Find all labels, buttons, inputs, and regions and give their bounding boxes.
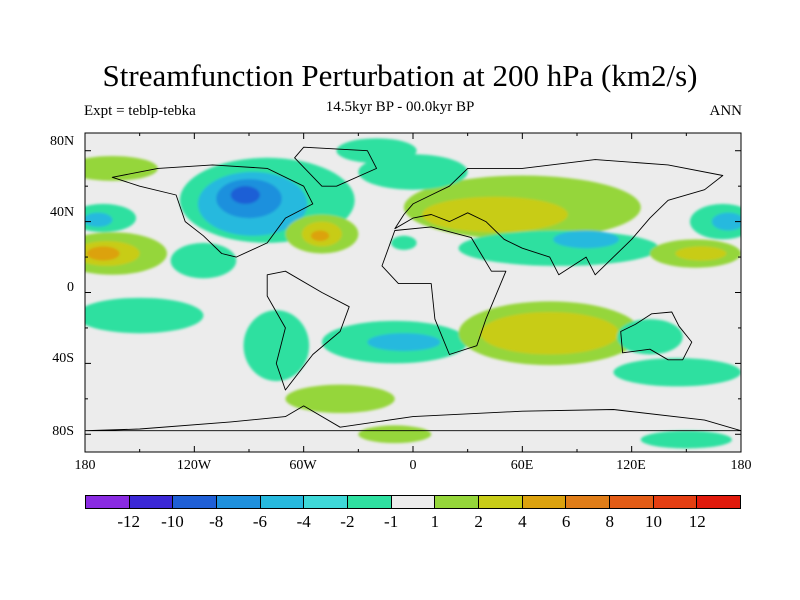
lon-label-180e: 180: [730, 458, 752, 473]
eurasia-positive-yellow: [422, 196, 568, 233]
coastline-6: [294, 146, 378, 187]
coastlines: [85, 146, 741, 432]
s-ocean-east-negative: [613, 358, 741, 387]
asia-negative-inner: [553, 230, 619, 249]
colorbar-label: 2: [474, 512, 483, 531]
colorbar-label: -1: [384, 512, 399, 531]
w-pacific-negative-inner: [711, 212, 741, 231]
lon-label-120w: 120W: [176, 458, 212, 473]
lon-label-180w: 180: [74, 458, 96, 473]
s-america-negative: [243, 310, 310, 382]
colorbar-cell-2: [173, 496, 218, 508]
australia-negative: [617, 319, 683, 355]
colorbar-label: -8: [209, 512, 224, 531]
s-atlantic-negative-inner: [367, 333, 441, 351]
axis-ticks: [84, 133, 742, 452]
season-label: ANN: [709, 103, 743, 119]
colorbar-label: 4: [518, 512, 527, 531]
colorbar-cell-8: [435, 496, 480, 508]
lon-label-60e: 60E: [510, 458, 534, 473]
lat-label-40n: 40N: [50, 205, 75, 220]
perturbation-contours: [85, 138, 741, 449]
colorbar-cell-12: [610, 496, 654, 508]
lat-label-80n: 80N: [50, 134, 75, 149]
s-pacific-negative: [85, 297, 204, 334]
colorbar-label: 6: [561, 512, 571, 531]
antarctic-east-negative: [640, 430, 732, 449]
europe-negative: [358, 154, 468, 190]
colorbar-label: -6: [252, 512, 267, 531]
colorbar-label: 1: [430, 512, 440, 531]
n-pacific-green-band: [85, 156, 158, 181]
colorbar-cell-0: [86, 496, 130, 508]
coastline-4: [620, 311, 693, 361]
pacific-high-orange: [86, 246, 120, 261]
lat-label-80s: 80S: [52, 424, 74, 439]
chart-title: Streamfunction Perturbation at 200 hPa (…: [102, 58, 698, 93]
colorbar-cell-10: [522, 496, 567, 508]
gulf-negative: [170, 242, 237, 279]
colorbar-label: -12: [117, 512, 141, 531]
lon-label-60w: 60W: [289, 458, 317, 473]
lat-label-40s: 40S: [52, 351, 74, 366]
coastline-1: [266, 270, 350, 391]
na-blue-core: [230, 186, 260, 204]
antarctic-green: [358, 425, 432, 444]
period-label: 14.5kyr BP - 00.0kyr BP: [325, 99, 475, 115]
colorbar-label: 12: [688, 512, 706, 531]
lon-label-120e: 120E: [616, 458, 646, 473]
lon-label-0: 0: [409, 458, 417, 473]
experiment-label: Expt = teblp-tebka: [84, 103, 196, 119]
colorbar-label: -4: [296, 512, 311, 531]
s-ocean-green: [285, 384, 395, 414]
africa-negative: [391, 235, 417, 250]
nw-pacific-positive-yellow: [675, 246, 727, 261]
coastline-0: [111, 164, 314, 258]
colorbar-cell-7: [391, 496, 436, 508]
atlantic-high-orange: [310, 230, 330, 242]
colorbar-cell-11: [566, 496, 611, 508]
colorbar-label: -10: [161, 512, 184, 531]
indian-ocean-positive-yellow: [480, 311, 619, 355]
colorbar-cell-9: [479, 496, 523, 508]
colorbar-cell-5: [304, 496, 349, 508]
pacific-west-negative-inner: [85, 212, 113, 227]
colorbar-label: 8: [605, 512, 615, 531]
coastline-2: [381, 226, 507, 355]
colorbar: [85, 495, 741, 509]
colorbar-cell-6: [348, 496, 392, 508]
colorbar-cell-13: [653, 496, 698, 508]
colorbar-label: 10: [645, 512, 663, 531]
colorbar-cell-4: [260, 496, 305, 508]
colorbar-cell-1: [129, 496, 174, 508]
colorbar-cell-3: [217, 496, 261, 508]
coastline-3: [394, 159, 724, 276]
lat-label-0: 0: [67, 280, 74, 295]
colorbar-label: -2: [340, 512, 355, 531]
colorbar-cell-14: [697, 496, 741, 508]
coastline-5: [85, 405, 741, 432]
